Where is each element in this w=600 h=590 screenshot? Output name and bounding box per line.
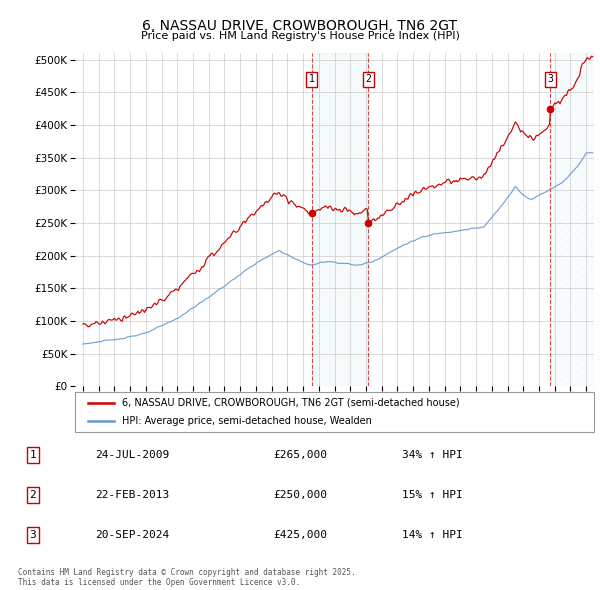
Text: 6, NASSAU DRIVE, CROWBOROUGH, TN6 2GT (semi-detached house): 6, NASSAU DRIVE, CROWBOROUGH, TN6 2GT (s… [122, 398, 460, 408]
Text: £265,000: £265,000 [273, 450, 327, 460]
Text: 2: 2 [365, 74, 371, 84]
Text: 1: 1 [29, 450, 37, 460]
Text: HPI: Average price, semi-detached house, Wealden: HPI: Average price, semi-detached house,… [122, 416, 371, 426]
Text: 14% ↑ HPI: 14% ↑ HPI [401, 530, 463, 540]
Text: 2: 2 [29, 490, 37, 500]
Text: 6, NASSAU DRIVE, CROWBOROUGH, TN6 2GT: 6, NASSAU DRIVE, CROWBOROUGH, TN6 2GT [143, 19, 458, 33]
Text: 20-SEP-2024: 20-SEP-2024 [95, 530, 169, 540]
Text: 24-JUL-2009: 24-JUL-2009 [95, 450, 169, 460]
Bar [550, 53, 594, 386]
Text: Contains HM Land Registry data © Crown copyright and database right 2025.
This d: Contains HM Land Registry data © Crown c… [18, 568, 356, 587]
Text: 3: 3 [29, 530, 37, 540]
Text: 22-FEB-2013: 22-FEB-2013 [95, 490, 169, 500]
Text: 3: 3 [547, 74, 553, 84]
Text: £425,000: £425,000 [273, 530, 327, 540]
Text: 1: 1 [309, 74, 315, 84]
Bar [312, 53, 368, 386]
Text: £250,000: £250,000 [273, 490, 327, 500]
Text: 15% ↑ HPI: 15% ↑ HPI [401, 490, 463, 500]
Text: 34% ↑ HPI: 34% ↑ HPI [401, 450, 463, 460]
Text: Price paid vs. HM Land Registry's House Price Index (HPI): Price paid vs. HM Land Registry's House … [140, 31, 460, 41]
